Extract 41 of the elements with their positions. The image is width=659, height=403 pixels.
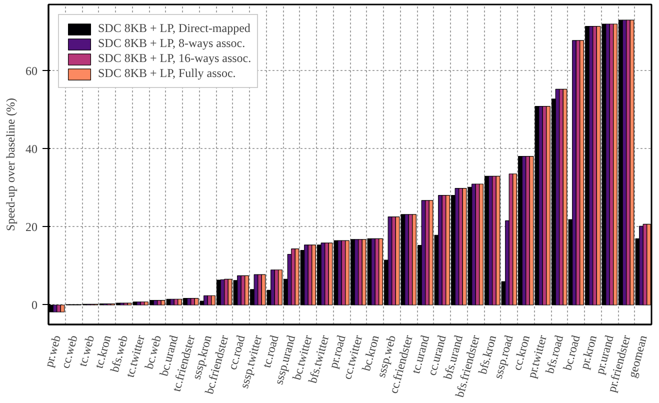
- bar: [371, 238, 376, 306]
- bar: [458, 188, 463, 306]
- y-tick-label: 20: [26, 220, 38, 234]
- bar: [472, 184, 476, 306]
- legend-label: SDC 8KB + LP, Fully assoc.: [98, 66, 236, 81]
- legend-label: SDC 8KB + LP, Direct-mapped: [98, 21, 250, 36]
- bar: [270, 270, 275, 306]
- bar: [190, 298, 195, 306]
- bar: [572, 40, 576, 306]
- bar: [56, 304, 61, 312]
- bar: [438, 195, 442, 306]
- bar: [404, 214, 409, 306]
- bar: [224, 278, 228, 306]
- y-axis-title: Speed-up over baseline (%): [4, 98, 18, 231]
- bar: [639, 226, 644, 306]
- bar: [136, 302, 141, 306]
- x-tick-label: pr.web: [42, 334, 64, 369]
- bar: [425, 200, 430, 306]
- bar: [170, 298, 174, 306]
- bar: [237, 275, 242, 306]
- bar: [606, 24, 610, 306]
- y-tick-label: 0: [32, 298, 38, 312]
- bar: [392, 216, 396, 306]
- bar: [291, 248, 296, 306]
- y-tick-label: 40: [26, 142, 38, 156]
- legend-label: SDC 8KB + LP, 8-ways assoc.: [98, 36, 246, 51]
- bar: [626, 20, 630, 306]
- bar: [157, 300, 162, 306]
- bar: [304, 244, 308, 306]
- bar: [592, 26, 597, 306]
- bar: [358, 239, 362, 306]
- bar: [338, 240, 342, 306]
- bar: [258, 274, 262, 306]
- y-tick-label: 60: [26, 64, 38, 78]
- bar: [492, 176, 496, 306]
- bar: [538, 106, 543, 306]
- bar: [204, 295, 208, 306]
- legend-label: SDC 8KB + LP, 16-ways assoc.: [98, 51, 252, 66]
- bar: [559, 88, 564, 306]
- bar: [526, 156, 530, 306]
- bar: [324, 242, 329, 306]
